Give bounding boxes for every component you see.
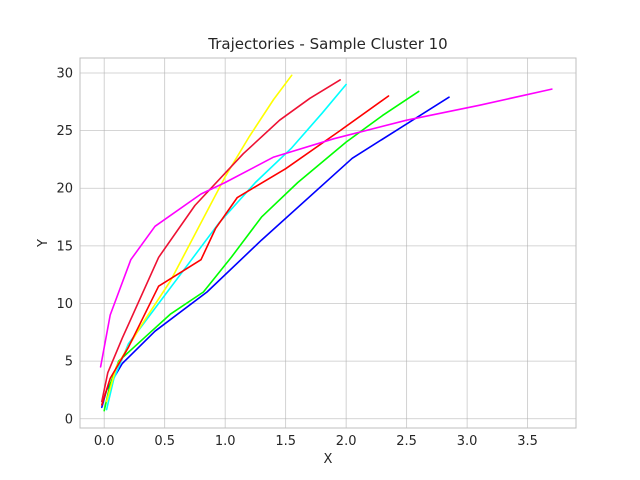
x-tick-label: 2.0 [336, 434, 357, 449]
plot-frame [79, 57, 577, 429]
x-tick-label: 0.0 [94, 434, 115, 449]
y-tick-label: 25 [56, 124, 73, 139]
x-tick-label: 1.5 [275, 434, 296, 449]
x-tick-label: 2.5 [396, 434, 417, 449]
y-tick-label: 5 [65, 355, 73, 370]
y-tick-label: 0 [65, 412, 73, 427]
y-tick-label: 10 [56, 297, 73, 312]
trajectory-line-5 [101, 95, 390, 406]
x-axis-ticks: 0.0 0.5 1.0 1.5 2.0 2.5 3.0 3.5 [94, 434, 538, 449]
x-tick-label: 3.5 [517, 434, 538, 449]
x-tick-label: 0.5 [154, 434, 175, 449]
chart-title: Trajectories - Sample Cluster 10 [207, 35, 447, 53]
trajectory-line-7 [99, 88, 553, 368]
trajectory-line-6 [101, 79, 341, 403]
y-tick-label: 15 [56, 239, 73, 254]
y-tick-label: 20 [56, 182, 73, 197]
x-tick-label: 3.0 [457, 434, 478, 449]
y-tick-label: 30 [56, 66, 73, 81]
x-axis-label: X [324, 452, 333, 467]
series-layer [99, 74, 553, 412]
x-tick-label: 1.0 [215, 434, 236, 449]
y-axis-label: Y [36, 239, 51, 248]
y-axis-ticks: 0 5 10 15 20 25 30 [56, 66, 73, 427]
